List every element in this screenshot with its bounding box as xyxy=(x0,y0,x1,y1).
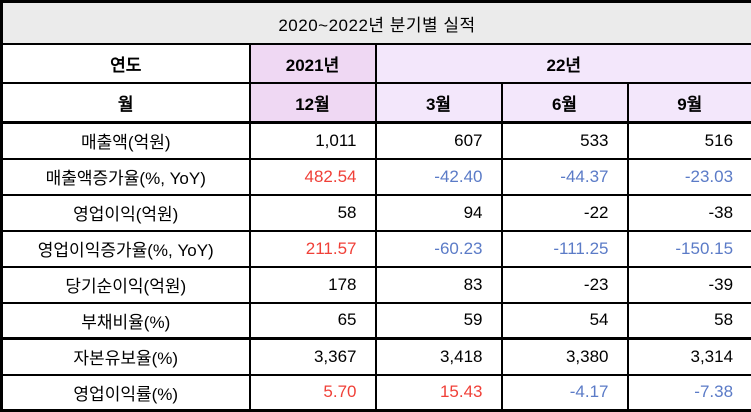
row-label: 매출액(억원) xyxy=(2,123,250,159)
value-cell: 54 xyxy=(502,303,628,339)
value-cell: -38 xyxy=(628,195,751,231)
value-cell: -22 xyxy=(502,195,628,231)
value-cell: -23 xyxy=(502,267,628,303)
value-cell: 58 xyxy=(250,195,376,231)
value-cell: 3,418 xyxy=(376,339,502,375)
value-cell: 3,314 xyxy=(628,339,751,375)
value-cell: -23.03 xyxy=(628,159,751,195)
row-label: 영업이익률(%) xyxy=(2,375,250,411)
value-cell: 482.54 xyxy=(250,159,376,195)
value-cell: 94 xyxy=(376,195,502,231)
value-cell: 59 xyxy=(376,303,502,339)
value-cell: -4.17 xyxy=(502,375,628,411)
month-header-sep: 9월 xyxy=(628,83,751,123)
value-cell: 83 xyxy=(376,267,502,303)
value-cell: -150.15 xyxy=(628,231,751,267)
row-label: 매출액증가율(%, YoY) xyxy=(2,159,250,195)
row-revenue-growth: 매출액증가율(%, YoY) 482.54 -42.40 -44.37 -23.… xyxy=(2,159,751,195)
month-header-mar: 3월 xyxy=(376,83,502,123)
value-cell: -39 xyxy=(628,267,751,303)
value-cell: 533 xyxy=(502,123,628,159)
value-cell: -42.40 xyxy=(376,159,502,195)
month-header-jun: 6월 xyxy=(502,83,628,123)
value-cell: 3,380 xyxy=(502,339,628,375)
value-cell: -7.38 xyxy=(628,375,751,411)
value-cell: 5.70 xyxy=(250,375,376,411)
value-cell: 15.43 xyxy=(376,375,502,411)
month-header-row: 월 12월 3월 6월 9월 xyxy=(2,83,751,123)
row-label: 영업이익증가율(%, YoY) xyxy=(2,231,250,267)
value-cell: 65 xyxy=(250,303,376,339)
row-net-income: 당기순이익(억원) 178 83 -23 -39 xyxy=(2,267,751,303)
row-operating-profit: 영업이익(억원) 58 94 -22 -38 xyxy=(2,195,751,231)
value-cell: 58 xyxy=(628,303,751,339)
value-cell: 3,367 xyxy=(250,339,376,375)
row-debt-ratio: 부채비율(%) 65 59 54 58 xyxy=(2,303,751,339)
row-capital-reserve-ratio: 자본유보율(%) 3,367 3,418 3,380 3,314 xyxy=(2,339,751,375)
month-header-dec: 12월 xyxy=(250,83,376,123)
row-operating-margin: 영업이익률(%) 5.70 15.43 -4.17 -7.38 xyxy=(2,375,751,411)
value-cell: 516 xyxy=(628,123,751,159)
value-cell: -44.37 xyxy=(502,159,628,195)
row-operating-profit-growth: 영업이익증가율(%, YoY) 211.57 -60.23 -111.25 -1… xyxy=(2,231,751,267)
table-title: 2020~2022년 분기별 실적 xyxy=(2,2,751,45)
value-cell: 211.57 xyxy=(250,231,376,267)
year-2021-header: 2021년 xyxy=(250,44,376,83)
row-label: 부채비율(%) xyxy=(2,303,250,339)
row-label: 자본유보율(%) xyxy=(2,339,250,375)
value-cell: -111.25 xyxy=(502,231,628,267)
year-header-row: 연도 2021년 22년 xyxy=(2,44,751,83)
row-label: 당기순이익(억원) xyxy=(2,267,250,303)
row-revenue: 매출액(억원) 1,011 607 533 516 xyxy=(2,123,751,159)
value-cell: 1,011 xyxy=(250,123,376,159)
value-cell: 607 xyxy=(376,123,502,159)
value-cell: 178 xyxy=(250,267,376,303)
year-2022-header: 22년 xyxy=(376,44,751,83)
month-header-label: 월 xyxy=(2,83,250,123)
title-row: 2020~2022년 분기별 실적 xyxy=(2,2,751,45)
row-label: 영업이익(억원) xyxy=(2,195,250,231)
value-cell: -60.23 xyxy=(376,231,502,267)
year-header-label: 연도 xyxy=(2,44,250,83)
